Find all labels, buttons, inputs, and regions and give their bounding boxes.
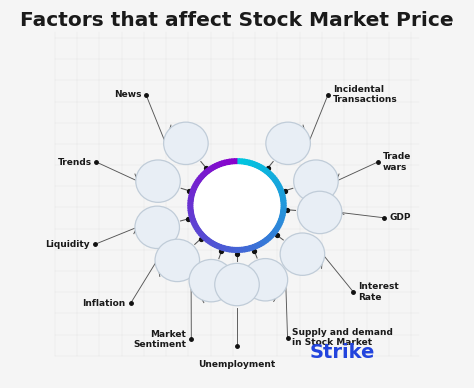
- Text: Supply and demand
in Stock Market: Supply and demand in Stock Market: [292, 328, 393, 347]
- Text: News: News: [114, 90, 141, 99]
- Circle shape: [280, 233, 325, 275]
- Circle shape: [294, 160, 338, 202]
- Circle shape: [215, 263, 259, 306]
- Circle shape: [297, 191, 342, 234]
- Text: Trends: Trends: [57, 158, 91, 166]
- Circle shape: [136, 160, 180, 202]
- Text: Incidental
Transactions: Incidental Transactions: [333, 85, 398, 104]
- Circle shape: [155, 239, 200, 282]
- Circle shape: [189, 260, 234, 302]
- Text: Market
Sentiment: Market Sentiment: [134, 329, 186, 349]
- Circle shape: [266, 122, 310, 165]
- Text: GDP: GDP: [389, 213, 410, 222]
- Text: Factors that affect Stock Market Price: Factors that affect Stock Market Price: [20, 11, 454, 30]
- Circle shape: [135, 206, 180, 248]
- Text: Trade
wars: Trade wars: [383, 152, 411, 172]
- Circle shape: [243, 258, 288, 301]
- Text: Liquidity: Liquidity: [46, 240, 90, 249]
- Text: Strike: Strike: [310, 343, 375, 362]
- Circle shape: [194, 165, 280, 247]
- Text: Inflation: Inflation: [82, 299, 126, 308]
- Circle shape: [164, 122, 208, 165]
- Text: Unemployment: Unemployment: [199, 360, 275, 369]
- Text: Interest
Rate: Interest Rate: [358, 282, 399, 302]
